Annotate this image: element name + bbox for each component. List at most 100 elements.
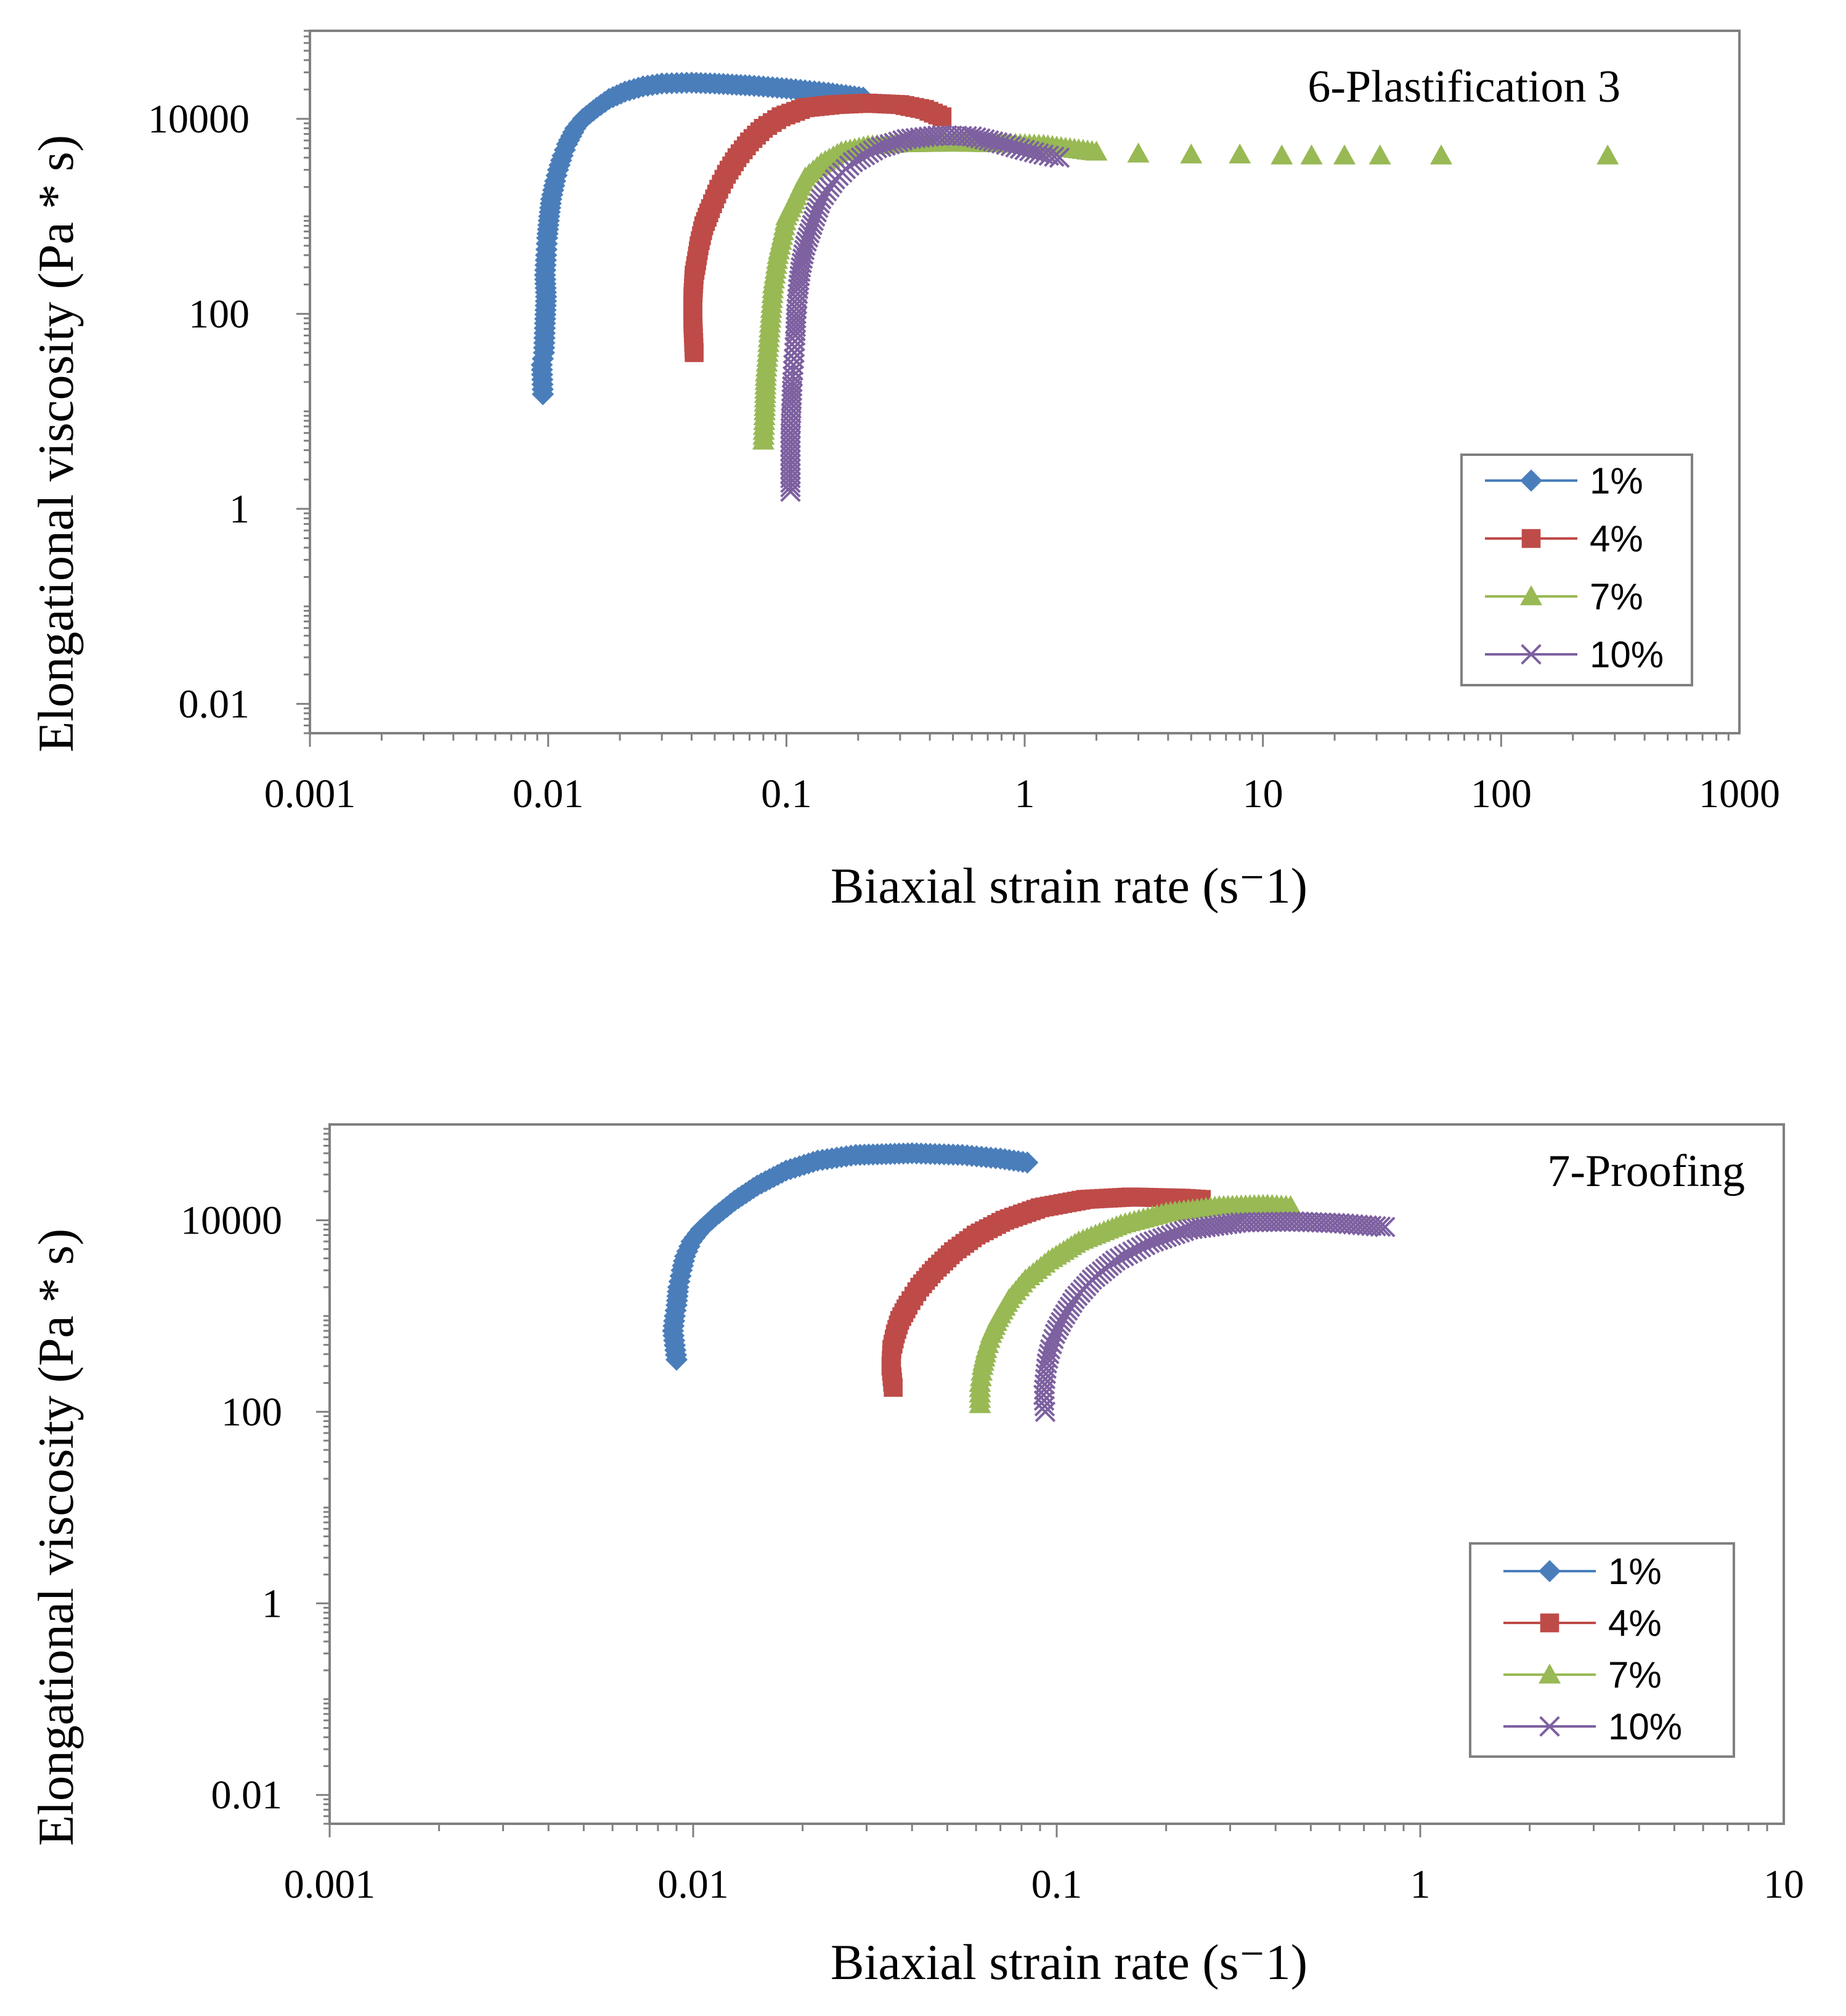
legend: 1% 4% 7% 10% xyxy=(1460,453,1693,686)
data-point xyxy=(1044,146,1065,167)
x-tick-label: 0.01 xyxy=(657,1862,729,1907)
data-point xyxy=(1229,143,1251,164)
data-point xyxy=(1368,144,1391,165)
legend-label: 7% xyxy=(1608,1654,1662,1696)
series-1pct xyxy=(531,71,874,405)
y-tick-label: 100 xyxy=(221,1389,282,1434)
data-point xyxy=(791,253,812,274)
legend-swatch-marker xyxy=(1539,1716,1560,1737)
y-tick-label: 1 xyxy=(229,487,250,532)
series-4pct xyxy=(881,1187,1211,1397)
y-minor-ticks xyxy=(316,1128,330,1825)
data-point xyxy=(970,128,991,149)
data-point xyxy=(974,129,995,150)
y-tick-labels: 0.01 1 100 10000 xyxy=(181,1198,282,1818)
x-tick-label: 1 xyxy=(1015,771,1035,816)
legend-box xyxy=(1460,453,1693,686)
y-tick-label: 1 xyxy=(262,1581,282,1626)
x-axis-label: Biaxial strain rate (s⁻1) xyxy=(831,1934,1307,1990)
y-axis-label: Elongational viscosity (Pa * s) xyxy=(28,135,84,752)
legend-label: 1% xyxy=(1590,460,1643,502)
series-layer xyxy=(531,71,1619,502)
x-minor-ticks xyxy=(309,733,1730,747)
y-tick-label: 0.01 xyxy=(179,681,250,726)
data-point xyxy=(1049,147,1070,168)
series-10pct xyxy=(780,124,1070,502)
x-tick-label: 1 xyxy=(1410,1862,1431,1907)
legend-label: 10% xyxy=(1608,1706,1682,1747)
legend-items: 1% 4% 7% 10% xyxy=(1485,460,1664,675)
data-point xyxy=(966,127,986,148)
x-tick-labels: 0.001 0.01 0.1 1 10 100 1000 xyxy=(264,771,1780,816)
legend-swatch-marker xyxy=(1539,1664,1561,1684)
data-point xyxy=(1173,1221,1195,1242)
x-minor-ticks xyxy=(328,1824,1768,1837)
y-axis-label: Elongational viscosity (Pa * s) xyxy=(28,1229,84,1846)
data-point xyxy=(1180,143,1203,164)
data-point xyxy=(791,257,811,278)
data-point xyxy=(1596,144,1619,165)
data-point xyxy=(1300,144,1323,165)
series-7pct xyxy=(752,131,1619,450)
series-7pct xyxy=(969,1193,1302,1413)
x-tick-label: 0.01 xyxy=(513,771,584,816)
legend-swatch-marker xyxy=(1539,1560,1561,1582)
x-axis-label: Biaxial strain rate (s⁻1) xyxy=(831,858,1307,914)
y-tick-label: 0.01 xyxy=(211,1773,283,1818)
y-tick-label: 10000 xyxy=(181,1198,282,1243)
chart-title: 6-Plastification 3 xyxy=(1307,62,1620,112)
chart-proofing: 7-Proofing 0.001 0.01 0.1 1 10 0.01110010000… xyxy=(28,1123,1804,1990)
data-point xyxy=(1375,1216,1396,1238)
legend: 1% 4% 7% 10% xyxy=(1469,1542,1735,1758)
legend-item: 1% xyxy=(1485,460,1643,502)
legend-label: 1% xyxy=(1608,1551,1662,1592)
series-layer xyxy=(662,1142,1396,1423)
x-tick-label: 0.1 xyxy=(1031,1862,1083,1907)
legend-swatch-marker xyxy=(1521,644,1542,665)
series-1pct xyxy=(662,1142,1039,1371)
data-point xyxy=(983,131,1004,152)
y-tick-label: 10000 xyxy=(148,97,250,142)
legend-swatch-marker xyxy=(1540,1613,1559,1633)
legend-label: 4% xyxy=(1590,518,1643,559)
data-point xyxy=(782,376,803,397)
data-point xyxy=(1016,1151,1039,1174)
data-point xyxy=(1271,144,1293,165)
y-tick-labels: 0.01 1 100 10000 xyxy=(148,97,250,726)
x-tick-label: 10 xyxy=(1243,771,1283,816)
data-point xyxy=(1370,1216,1391,1237)
legend-items: 1% 4% 7% 10% xyxy=(1503,1551,1682,1747)
data-point xyxy=(1127,142,1150,163)
legend-label: 7% xyxy=(1590,576,1643,617)
x-tick-label: 10 xyxy=(1763,1862,1804,1907)
data-point xyxy=(1365,1216,1386,1237)
data-point xyxy=(1333,144,1356,165)
legend-item: 4% xyxy=(1503,1603,1662,1644)
x-tick-label: 1000 xyxy=(1699,771,1780,816)
legend-swatch-marker xyxy=(1521,529,1541,548)
legend-item: 4% xyxy=(1485,518,1643,559)
legend-item: 7% xyxy=(1503,1654,1662,1696)
legend-label: 4% xyxy=(1608,1603,1662,1644)
data-point xyxy=(1085,140,1108,161)
legend-item: 1% xyxy=(1503,1551,1662,1592)
legend-swatch-marker xyxy=(1520,585,1542,606)
y-tick-label: 100 xyxy=(189,291,250,336)
data-point xyxy=(792,248,813,269)
chart-plastification: 6-Plastification 3 0.001 0.01 0.1 1 10 100 100… xyxy=(28,30,1780,914)
x-tick-labels: 0.001 0.01 0.1 1 10 xyxy=(284,1862,1804,1907)
data-point xyxy=(892,130,913,151)
x-tick-label: 0.1 xyxy=(761,771,812,816)
data-point xyxy=(978,130,999,151)
legend-box xyxy=(1469,1542,1735,1758)
data-point xyxy=(790,261,811,282)
x-tick-label: 0.001 xyxy=(264,771,356,816)
y-minor-ticks xyxy=(296,30,310,734)
legend-item: 10% xyxy=(1485,634,1664,675)
x-tick-label: 100 xyxy=(1471,771,1532,816)
legend-label: 10% xyxy=(1590,634,1664,675)
legend-swatch-marker xyxy=(1520,469,1542,492)
data-point xyxy=(794,240,815,261)
chart-title: 7-Proofing xyxy=(1547,1146,1745,1197)
